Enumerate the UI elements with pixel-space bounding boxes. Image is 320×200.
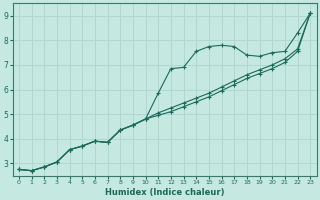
X-axis label: Humidex (Indice chaleur): Humidex (Indice chaleur): [105, 188, 224, 197]
